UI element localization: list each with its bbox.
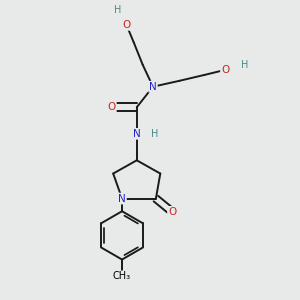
Text: O: O bbox=[221, 65, 229, 75]
Text: H: H bbox=[114, 5, 121, 15]
Text: H: H bbox=[241, 60, 248, 70]
Text: N: N bbox=[118, 194, 126, 204]
Text: O: O bbox=[122, 20, 130, 30]
Text: O: O bbox=[108, 102, 116, 112]
Text: CH₃: CH₃ bbox=[113, 271, 131, 281]
Text: H: H bbox=[151, 129, 158, 139]
Text: O: O bbox=[168, 207, 176, 217]
Text: N: N bbox=[149, 82, 157, 92]
Text: N: N bbox=[133, 129, 141, 139]
